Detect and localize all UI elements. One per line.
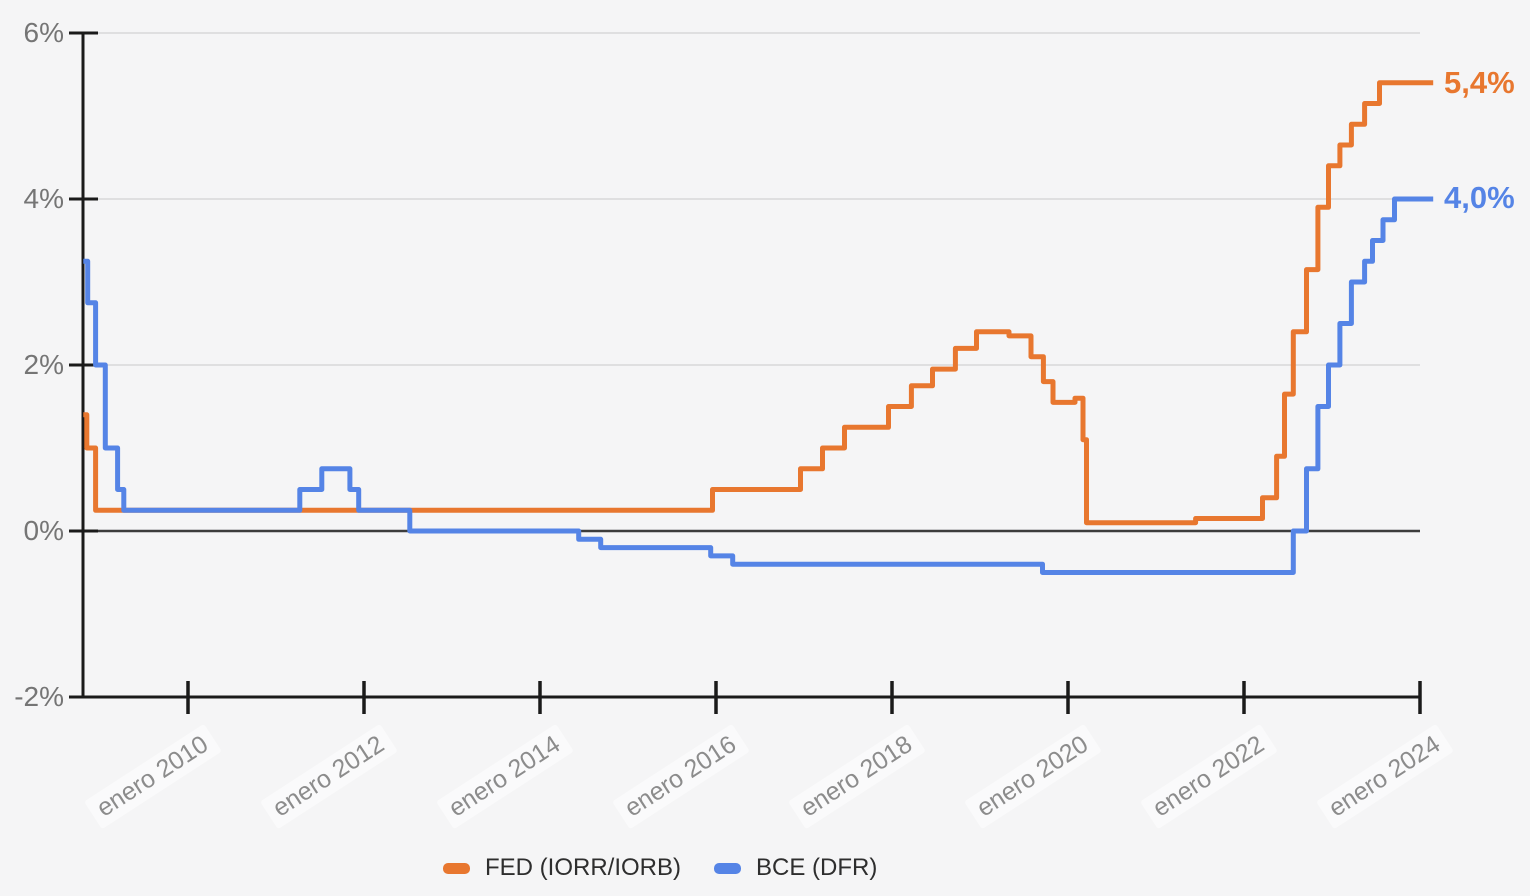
legend-label: BCE (DFR) — [756, 854, 878, 881]
y-axis-tick-label: -2% — [14, 681, 64, 712]
fed-legend-swatch-icon — [443, 862, 470, 874]
fed-series-line — [83, 80, 1434, 526]
y-axis-tick-label: 6% — [23, 17, 64, 48]
bce-legend-swatch-icon — [714, 862, 741, 874]
y-axis-tick-label: 2% — [23, 349, 64, 380]
fed-end-value-label: 5,4% — [1444, 65, 1515, 100]
y-axis-tick-label: 4% — [23, 183, 64, 214]
legend-item-bce: BCE (DFR) — [714, 854, 877, 882]
bce-series-line — [83, 196, 1434, 575]
y-axis-tick-label: 0% — [23, 515, 64, 546]
bce-end-value-label: 4,0% — [1444, 180, 1515, 215]
legend: FED (IORR/IORB) BCE (DFR) — [443, 848, 877, 888]
legend-label: FED (IORR/IORB) — [485, 854, 681, 881]
legend-item-fed: FED (IORR/IORB) — [443, 854, 681, 882]
